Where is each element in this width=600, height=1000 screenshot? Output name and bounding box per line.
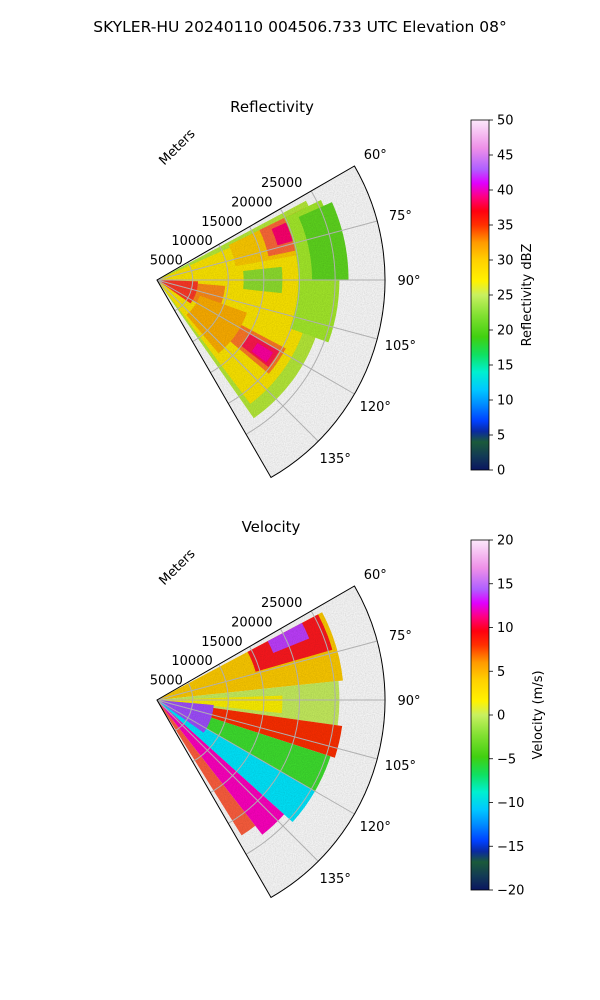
sector-outline bbox=[156, 585, 386, 899]
angular-tick: 75° bbox=[389, 209, 412, 224]
reflectivity-title: Reflectivity bbox=[230, 98, 314, 116]
radial-tick: 25000 bbox=[261, 176, 302, 191]
angular-tick: 60° bbox=[364, 568, 387, 583]
colorbar-tick: 5 bbox=[497, 665, 505, 680]
radial-tick: 15000 bbox=[201, 635, 242, 650]
figure-suptitle: SKYLER-HU 20240110 004506.733 UTC Elevat… bbox=[93, 18, 507, 36]
grid-spoke bbox=[156, 699, 319, 862]
radial-tick: 25000 bbox=[261, 596, 302, 611]
reflectivity-field bbox=[157, 166, 385, 478]
echo-region bbox=[186, 295, 247, 354]
colorbar-tick: 45 bbox=[497, 149, 514, 164]
colorbar-tick: −10 bbox=[497, 796, 524, 811]
velocity-frame bbox=[156, 585, 386, 899]
colorbar-tick: 0 bbox=[497, 709, 505, 724]
colorbar-tick: 5 bbox=[497, 429, 505, 444]
angular-tick: 90° bbox=[397, 694, 420, 709]
colorbar-tick: 20 bbox=[497, 324, 514, 339]
echo-region bbox=[157, 700, 315, 823]
colorbar-tick: 10 bbox=[497, 394, 514, 409]
radial-tick: 20000 bbox=[231, 615, 272, 630]
angular-tick: 105° bbox=[385, 339, 416, 354]
colorbar-tick: 10 bbox=[497, 621, 514, 636]
colorbar-tick: 20 bbox=[497, 534, 514, 549]
echo-region bbox=[157, 700, 285, 835]
reflectivity-panel: Reflectivity 5000 10000 15000 20000 2500… bbox=[150, 98, 535, 479]
angular-tick: 120° bbox=[360, 820, 391, 835]
echo-region bbox=[298, 202, 349, 280]
colorbar-tick: 40 bbox=[497, 184, 514, 199]
colorbar-tick: 15 bbox=[497, 359, 514, 374]
colorbar-tick: −5 bbox=[497, 752, 516, 767]
velocity-radial-ticks: 5000 10000 15000 20000 25000 bbox=[150, 596, 303, 689]
echo-region bbox=[157, 700, 256, 836]
sector-outline bbox=[156, 165, 386, 479]
velocity-title: Velocity bbox=[242, 518, 301, 536]
colorbar-tick: 0 bbox=[497, 464, 505, 479]
reflectivity-radial-label: Meters bbox=[157, 126, 199, 168]
radial-tick: 5000 bbox=[150, 254, 183, 269]
colorbar-tick: −15 bbox=[497, 840, 524, 855]
reflectivity-colorbar-ticks: 0 5 10 15 20 25 30 35 40 45 50 bbox=[497, 114, 514, 479]
colorbar-tick: −20 bbox=[497, 884, 524, 899]
colorbar-tick: 15 bbox=[497, 577, 514, 592]
angular-tick: 105° bbox=[385, 759, 416, 774]
colorbar-tick: 35 bbox=[497, 219, 514, 234]
grid-spoke bbox=[156, 699, 378, 760]
velocity-angular-ticks: 60° 75° 90° 105° 120° 135° bbox=[320, 568, 421, 887]
velocity-colorbar: −20 −15 −10 −5 0 5 10 15 20 Velocity (m/… bbox=[470, 534, 546, 899]
reflectivity-angular-ticks: 60° 75° 90° 105° 120° 135° bbox=[320, 148, 421, 467]
reflectivity-colorbar: 0 5 10 15 20 25 30 35 40 45 50 Reflectiv… bbox=[470, 114, 535, 479]
angular-tick: 60° bbox=[364, 148, 387, 163]
reflectivity-frame bbox=[156, 165, 386, 479]
radial-tick: 20000 bbox=[231, 195, 272, 210]
angular-tick: 75° bbox=[389, 629, 412, 644]
echo-region bbox=[251, 342, 274, 363]
velocity-colorbar-ticks: −20 −15 −10 −5 0 5 10 15 20 bbox=[497, 534, 524, 899]
grid-spoke bbox=[156, 279, 378, 340]
colorbar-tick: 25 bbox=[497, 289, 514, 304]
grid-spoke bbox=[156, 640, 378, 701]
angular-tick: 135° bbox=[320, 452, 351, 467]
grid-spoke bbox=[156, 279, 319, 442]
velocity-radial-label: Meters bbox=[157, 546, 199, 588]
radial-tick: 10000 bbox=[171, 654, 212, 669]
angular-tick: 120° bbox=[360, 400, 391, 415]
velocity-colorbar-fill bbox=[470, 539, 490, 891]
echo-region bbox=[267, 622, 310, 654]
colorbar-tick: 50 bbox=[497, 114, 514, 129]
angular-tick: 135° bbox=[320, 872, 351, 887]
reflectivity-colorbar-fill bbox=[470, 119, 490, 471]
velocity-colorbar-label: Velocity (m/s) bbox=[531, 670, 546, 759]
angular-tick: 90° bbox=[397, 274, 420, 289]
reflectivity-radial-ticks: 5000 10000 15000 20000 25000 bbox=[150, 176, 303, 269]
grid-spoke bbox=[156, 699, 355, 815]
colorbar-tick: 30 bbox=[497, 254, 514, 269]
radial-tick: 15000 bbox=[201, 215, 242, 230]
grid-spoke bbox=[156, 220, 378, 281]
reflectivity-colorbar-label: Reflectivity dBZ bbox=[520, 244, 535, 347]
velocity-field bbox=[157, 586, 385, 898]
radial-tick: 10000 bbox=[171, 234, 212, 249]
grid-spoke bbox=[156, 279, 355, 395]
velocity-panel: Velocity 5000 10000 15000 20000 25000 Me… bbox=[150, 518, 546, 899]
radial-tick: 5000 bbox=[150, 674, 183, 689]
